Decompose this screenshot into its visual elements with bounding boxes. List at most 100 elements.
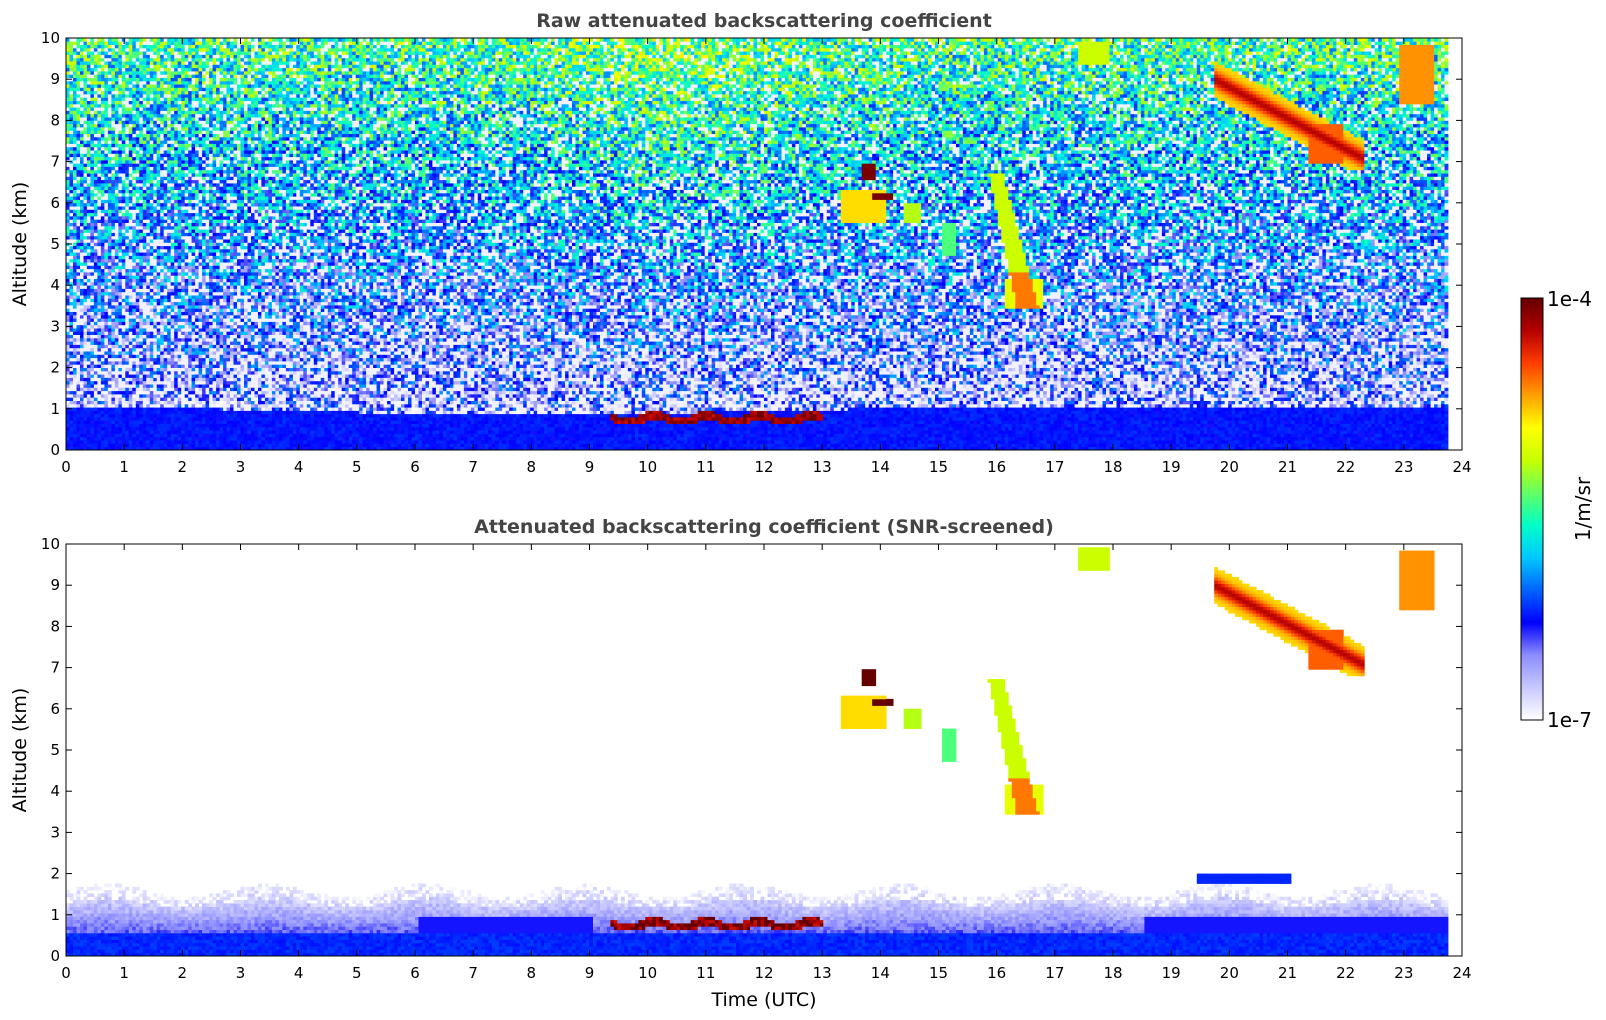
backscatter-cell [84,443,88,447]
backscatter-cell [108,312,112,316]
backscatter-cell [84,292,88,296]
backscatter-cell [90,38,94,42]
backscatter-cell [77,295,81,299]
backscatter-cell [90,252,94,256]
backscatter-cell [97,354,101,358]
backscatter-cell [125,407,129,411]
backscatter-cell [73,206,77,210]
backscatter-cell [136,64,140,68]
backscatter-cell [66,374,70,378]
backscatter-cell [101,153,105,157]
backscatter-cell [94,147,98,151]
backscatter-cell [111,348,115,352]
backscatter-cell [94,144,98,148]
backscatter-cell [90,97,94,101]
backscatter-cell [122,440,126,444]
backscatter-cell [73,407,77,411]
backscatter-cell [129,157,133,161]
backscatter-cell [90,104,94,108]
backscatter-cell [108,209,112,213]
backscatter-cell [136,387,140,391]
backscatter-cell [108,84,112,88]
backscatter-cell [125,285,129,289]
backscatter-cell [118,298,122,302]
backscatter-cell [108,410,112,414]
backscatter-cell [77,384,81,388]
backscatter-cell [132,272,136,276]
backscatter-cell [94,226,98,230]
backscatter-cell [132,424,136,428]
backscatter-cell [122,295,126,299]
backscatter-cell [136,51,140,55]
backscatter-cell [129,170,133,174]
backscatter-cell [115,163,119,167]
backscatter-cell [132,289,136,293]
backscatter-cell [108,335,112,339]
backscatter-cell [115,371,119,375]
backscatter-cell [77,269,81,273]
backscatter-cell [125,229,129,233]
backscatter-cell [111,41,115,45]
backscatter-cell [84,176,88,180]
backscatter-cell [97,420,101,424]
backscatter-cell [115,315,119,319]
backscatter-cell [87,279,91,283]
backscatter-cell [122,259,126,263]
backscatter-cell [77,140,81,144]
backscatter-cell [115,401,119,405]
backscatter-cell [125,312,129,316]
backscatter-cell [125,394,129,398]
backscatter-cell [90,147,94,151]
backscatter-cell [77,440,81,444]
backscatter-cell [118,292,122,296]
backscatter-cell [132,279,136,283]
backscatter-cell [97,305,101,309]
backscatter-cell [115,61,119,65]
backscatter-cell [77,101,81,105]
backscatter-cell [97,114,101,118]
backscatter-cell [129,302,133,306]
backscatter-cell [66,269,70,273]
backscatter-cell [122,272,126,276]
backscatter-cell [136,74,140,78]
backscatter-cell [118,371,122,375]
backscatter-cell [132,180,136,184]
backscatter-cell [111,305,115,309]
backscatter-cell [94,242,98,246]
backscatter-cell [132,427,136,431]
backscatter-cell [73,163,77,167]
backscatter-cell [108,213,112,217]
backscatter-cell [115,351,119,355]
backscatter-cell [87,239,91,243]
backscatter-cell [97,269,101,273]
backscatter-cell [94,391,98,395]
backscatter-cell [94,269,98,273]
backscatter-cell [73,160,77,164]
backscatter-cell [108,374,112,378]
backscatter-cell [136,361,140,365]
backscatter-cell [66,114,70,118]
backscatter-cell [136,272,140,276]
backscatter-cell [90,94,94,98]
backscatter-cell [122,200,126,204]
backscatter-cell [70,374,74,378]
backscatter-cell [129,381,133,385]
backscatter-cell [111,196,115,200]
backscatter-cell [80,414,84,418]
backscatter-cell [111,407,115,411]
backscatter-cell [77,410,81,414]
backscatter-cell [77,417,81,421]
backscatter-cell [132,61,136,65]
backscatter-cell [90,325,94,329]
backscatter-cell [104,308,108,312]
backscatter-cell [111,81,115,85]
backscatter-cell [136,167,140,171]
backscatter-cell [129,279,133,283]
backscatter-cell [118,246,122,250]
backscatter-cell [73,242,77,246]
backscatter-cell [97,64,101,68]
backscatter-cell [111,209,115,213]
backscatter-cell [84,196,88,200]
backscatter-cell [73,427,77,431]
backscatter-cell [101,434,105,438]
